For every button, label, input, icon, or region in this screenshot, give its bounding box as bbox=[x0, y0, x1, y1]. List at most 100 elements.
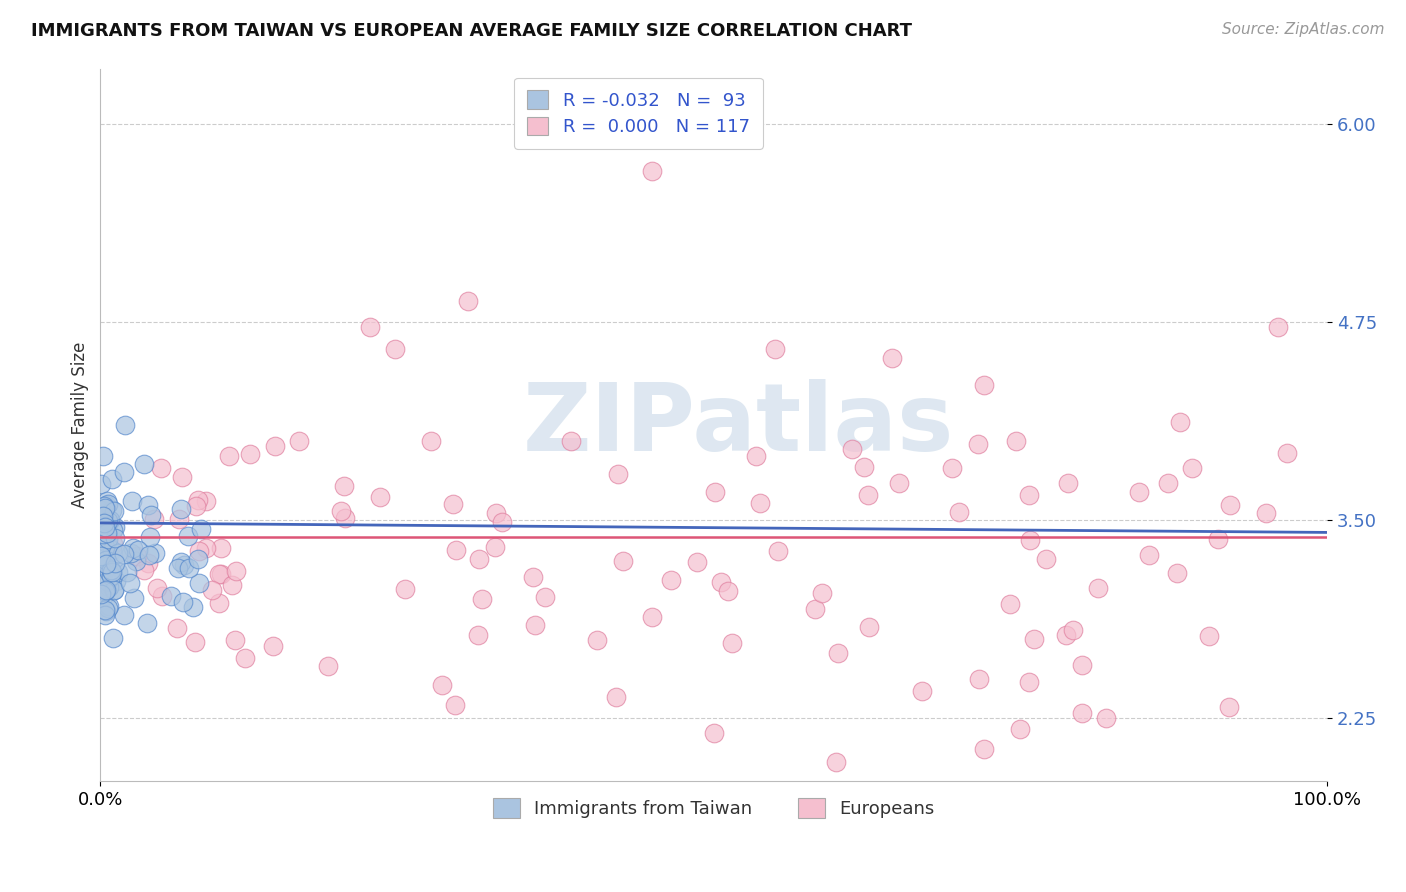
Point bbox=[172, 470, 194, 484]
Point bbox=[264, 439, 287, 453]
Point bbox=[94, 584, 117, 599]
Point bbox=[659, 573, 682, 587]
Point bbox=[703, 484, 725, 499]
Point bbox=[98, 599, 121, 613]
Point bbox=[94, 501, 117, 516]
Legend: Immigrants from Taiwan, Europeans: Immigrants from Taiwan, Europeans bbox=[485, 791, 942, 825]
Point bbox=[177, 529, 200, 543]
Point bbox=[97, 514, 120, 528]
Point bbox=[121, 541, 143, 555]
Point bbox=[122, 591, 145, 605]
Point bbox=[96, 526, 118, 541]
Point bbox=[1208, 533, 1230, 547]
Point bbox=[1267, 319, 1289, 334]
Point bbox=[1087, 581, 1109, 595]
Point bbox=[114, 417, 136, 432]
Point bbox=[96, 526, 118, 541]
Point bbox=[208, 566, 231, 581]
Point bbox=[457, 294, 479, 309]
Point bbox=[605, 690, 627, 704]
Point bbox=[973, 378, 995, 392]
Point bbox=[96, 519, 118, 533]
Point bbox=[101, 537, 124, 551]
Point bbox=[100, 563, 122, 577]
Point bbox=[90, 510, 112, 524]
Point bbox=[98, 513, 121, 527]
Point bbox=[368, 491, 391, 505]
Point bbox=[316, 658, 339, 673]
Point bbox=[484, 540, 506, 554]
Point bbox=[1181, 461, 1204, 475]
Point bbox=[766, 544, 789, 558]
Point bbox=[93, 516, 115, 531]
Point bbox=[703, 726, 725, 740]
Point bbox=[443, 698, 465, 712]
Point bbox=[1070, 658, 1092, 673]
Point bbox=[127, 542, 149, 557]
Point bbox=[1275, 446, 1298, 460]
Point bbox=[187, 552, 209, 566]
Point bbox=[880, 351, 903, 366]
Point bbox=[209, 567, 232, 582]
Point bbox=[1070, 706, 1092, 720]
Point bbox=[1095, 711, 1118, 725]
Point bbox=[91, 533, 114, 548]
Point bbox=[420, 434, 443, 448]
Point bbox=[1219, 498, 1241, 512]
Point bbox=[101, 565, 124, 579]
Point bbox=[522, 570, 544, 584]
Point bbox=[262, 639, 284, 653]
Point bbox=[853, 460, 876, 475]
Point bbox=[641, 164, 664, 178]
Point bbox=[288, 434, 311, 448]
Point bbox=[467, 628, 489, 642]
Point bbox=[150, 589, 173, 603]
Point bbox=[1128, 485, 1150, 500]
Point bbox=[98, 580, 121, 594]
Point bbox=[118, 576, 141, 591]
Point bbox=[1218, 699, 1240, 714]
Point bbox=[172, 595, 194, 609]
Point bbox=[1018, 674, 1040, 689]
Point bbox=[90, 569, 112, 583]
Point bbox=[1156, 475, 1178, 490]
Point bbox=[90, 511, 112, 525]
Point bbox=[93, 516, 115, 530]
Point bbox=[827, 646, 849, 660]
Point bbox=[333, 478, 356, 492]
Point bbox=[444, 543, 467, 558]
Point bbox=[94, 557, 117, 571]
Point bbox=[359, 319, 381, 334]
Point bbox=[94, 549, 117, 563]
Point bbox=[121, 494, 143, 508]
Point bbox=[744, 449, 766, 463]
Point bbox=[856, 488, 879, 502]
Point bbox=[100, 569, 122, 583]
Point bbox=[143, 546, 166, 560]
Y-axis label: Average Family Size: Average Family Size bbox=[72, 342, 89, 508]
Point bbox=[384, 342, 406, 356]
Point bbox=[136, 556, 159, 570]
Point bbox=[97, 512, 120, 526]
Point bbox=[125, 549, 148, 563]
Point bbox=[194, 541, 217, 556]
Point bbox=[194, 493, 217, 508]
Point bbox=[96, 536, 118, 550]
Point bbox=[170, 555, 193, 569]
Point bbox=[484, 507, 506, 521]
Point bbox=[159, 589, 181, 603]
Point bbox=[973, 742, 995, 756]
Point bbox=[166, 561, 188, 575]
Point bbox=[166, 621, 188, 635]
Point bbox=[612, 554, 634, 568]
Point bbox=[887, 476, 910, 491]
Point bbox=[1010, 722, 1032, 736]
Point bbox=[91, 509, 114, 524]
Text: IMMIGRANTS FROM TAIWAN VS EUROPEAN AVERAGE FAMILY SIZE CORRELATION CHART: IMMIGRANTS FROM TAIWAN VS EUROPEAN AVERA… bbox=[31, 22, 912, 40]
Point bbox=[149, 461, 172, 475]
Point bbox=[146, 581, 169, 595]
Point bbox=[948, 506, 970, 520]
Point bbox=[138, 498, 160, 512]
Point bbox=[112, 607, 135, 622]
Point bbox=[139, 508, 162, 523]
